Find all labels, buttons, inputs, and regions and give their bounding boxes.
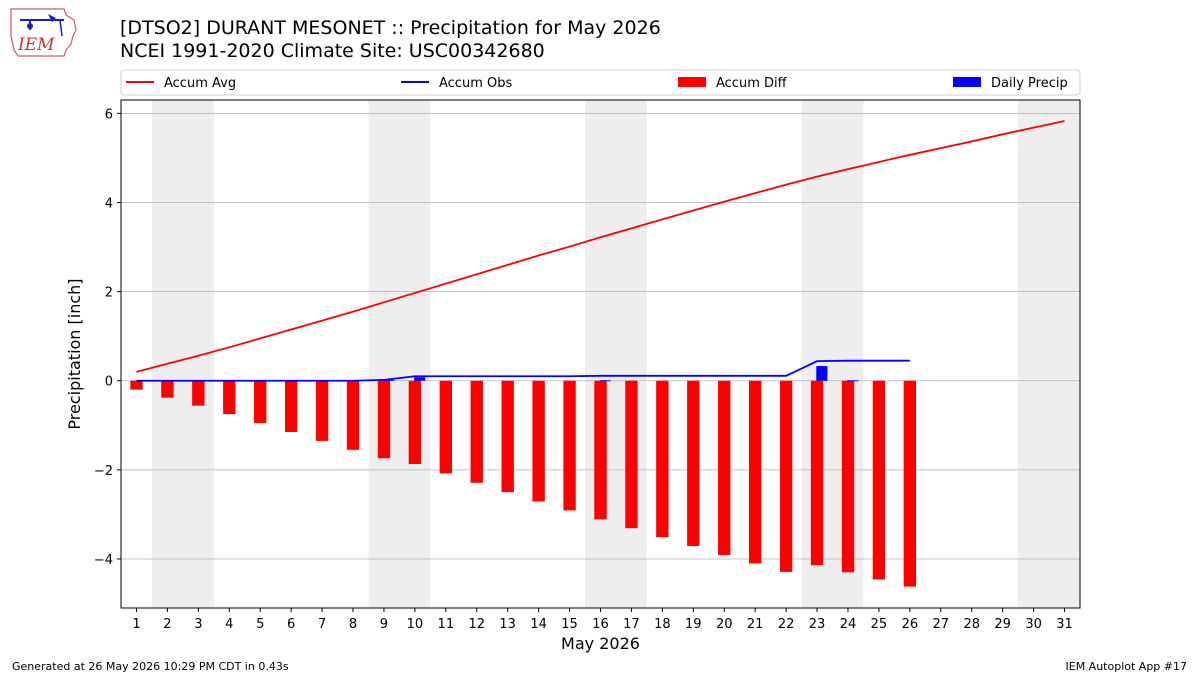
daily-precip-bar [414, 377, 426, 381]
x-tick-label: 22 [778, 617, 795, 632]
x-tick-label: 25 [871, 617, 888, 632]
y-axis-label: Precipitation [inch] [65, 278, 84, 429]
accum-diff-bar [377, 380, 391, 459]
accum-diff-bar [408, 380, 422, 465]
x-tick-label: 29 [994, 617, 1011, 632]
y-tick-label: 6 [105, 107, 113, 122]
x-tick-label: 15 [561, 617, 578, 632]
accum-obs-line [136, 359, 910, 382]
accum-diff-bar [254, 380, 267, 424]
legend-box [120, 69, 1081, 96]
x-tick-label: 13 [499, 617, 516, 632]
daily-precip-bar [847, 380, 859, 382]
legend: Accum Avg Accum Obs Accum Diff Daily Precip [120, 69, 1081, 96]
accum-diff-bar [563, 380, 576, 511]
accum-diff-bar [439, 380, 453, 474]
accum-avg-line [136, 120, 1065, 373]
x-tick-label: 10 [407, 617, 424, 632]
accum-diff-bar [284, 380, 298, 432]
accum-diff-bar [810, 380, 824, 566]
accum-diff-bar [501, 380, 514, 493]
iem-logo-graphic: IEM [10, 8, 77, 57]
accum-diff-bar [223, 380, 236, 415]
x-tick-label: 19 [685, 617, 702, 632]
accum-diff-bar [625, 380, 638, 529]
weekend-band [1018, 100, 1080, 608]
x-tick-label: 18 [654, 617, 671, 632]
iem-logo-text: IEM [17, 35, 55, 55]
accum-diff-bar [687, 380, 700, 547]
legend-accum-avg-label: Accum Avg [164, 76, 236, 91]
daily-precip-bar [816, 366, 828, 381]
iem-logo: IEM [8, 6, 80, 60]
x-tick-label: 24 [840, 617, 857, 632]
app-credit: IEM Autoplot App #17 [1065, 660, 1188, 673]
generated-timestamp: Generated at 26 May 2026 10:29 PM CDT in… [12, 660, 289, 673]
legend-accum-obs-label: Accum Obs [439, 76, 512, 91]
y-tick-label: −4 [94, 553, 113, 568]
weekend-band [585, 100, 647, 608]
x-tick-label: 31 [1056, 617, 1073, 632]
x-tick-label: 5 [256, 617, 264, 632]
x-tick-label: 20 [716, 617, 733, 632]
chart-subtitle: NCEI 1991-2020 Climate Site: USC00342680 [120, 40, 545, 62]
x-tick-label: 7 [318, 617, 326, 632]
x-tick-label: 27 [933, 617, 950, 632]
legend-accum-diff-label: Accum Diff [716, 76, 788, 91]
x-tick-label: 6 [287, 617, 295, 632]
y-tick-label: 0 [105, 375, 113, 390]
accum-diff-bar [872, 380, 886, 580]
x-tick-label: 28 [963, 617, 980, 632]
accum-diff-bar [779, 380, 793, 572]
accum-diff-bar [346, 380, 360, 450]
accum-diff-bar [532, 380, 545, 502]
accum-diff-bar [130, 380, 143, 390]
legend-accum-diff-swatch [678, 77, 706, 87]
accum-diff-bar [470, 380, 483, 483]
x-tick-label: 11 [438, 617, 455, 632]
x-tick-label: 4 [225, 617, 233, 632]
x-axis-label: May 2026 [561, 634, 640, 653]
accum-diff-bar [656, 380, 669, 538]
accum-diff-bar [718, 380, 731, 555]
daily-precip-bar [599, 380, 611, 382]
legend-daily-precip-label: Daily Precip [991, 76, 1068, 91]
x-tick-label: 1 [132, 617, 140, 632]
x-tick-label: 23 [809, 617, 826, 632]
x-tick-label: 16 [592, 617, 609, 632]
y-tick-label: −2 [94, 464, 113, 479]
x-tick-label: 8 [349, 617, 357, 632]
x-tick-label: 30 [1025, 617, 1042, 632]
chart-title: [DTSO2] DURANT MESONET :: Precipitation … [120, 17, 661, 39]
x-tick-label: 21 [747, 617, 764, 632]
x-tick-label: 12 [468, 617, 485, 632]
y-tick-label: 4 [105, 196, 113, 211]
daily-precip-bar [383, 379, 395, 381]
x-tick-label: 26 [902, 617, 919, 632]
y-tick-label: 2 [105, 286, 113, 301]
accum-diff-bar [161, 380, 174, 398]
accum-diff-bar [594, 380, 607, 520]
x-tick-label: 3 [194, 617, 202, 632]
x-tick-label: 17 [623, 617, 640, 632]
accum-diff-bar [192, 380, 205, 406]
weekend-band [368, 100, 431, 608]
accum-diff-bar [315, 380, 329, 441]
legend-daily-precip-swatch [953, 77, 981, 87]
x-tick-label: 14 [530, 617, 547, 632]
accum-diff-bar [841, 380, 855, 573]
x-tick-label: 9 [380, 617, 388, 632]
accum-diff-bar [903, 380, 917, 587]
x-tick-label: 2 [163, 617, 171, 632]
accum-diff-bar [748, 380, 762, 564]
